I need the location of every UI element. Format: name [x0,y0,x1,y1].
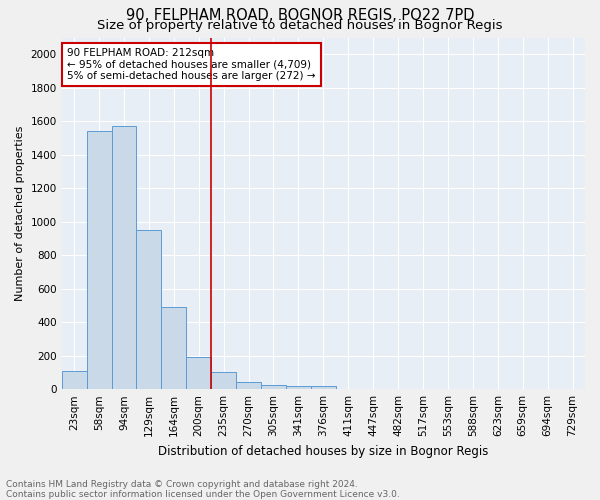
Bar [261,385,286,389]
Bar [311,386,336,389]
X-axis label: Distribution of detached houses by size in Bognor Regis: Distribution of detached houses by size … [158,444,488,458]
Bar [86,132,112,389]
Bar [236,382,261,389]
Bar [62,371,86,389]
Bar [286,386,311,389]
Bar [161,307,186,389]
Bar [136,230,161,389]
Text: 90, FELPHAM ROAD, BOGNOR REGIS, PO22 7PD: 90, FELPHAM ROAD, BOGNOR REGIS, PO22 7PD [126,8,474,22]
Bar [186,358,211,389]
Text: Contains HM Land Registry data © Crown copyright and database right 2024.
Contai: Contains HM Land Registry data © Crown c… [6,480,400,499]
Text: Size of property relative to detached houses in Bognor Regis: Size of property relative to detached ho… [97,18,503,32]
Bar [211,372,236,389]
Bar [112,126,136,389]
Text: 90 FELPHAM ROAD: 212sqm
← 95% of detached houses are smaller (4,709)
5% of semi-: 90 FELPHAM ROAD: 212sqm ← 95% of detache… [67,48,316,82]
Y-axis label: Number of detached properties: Number of detached properties [15,126,25,301]
